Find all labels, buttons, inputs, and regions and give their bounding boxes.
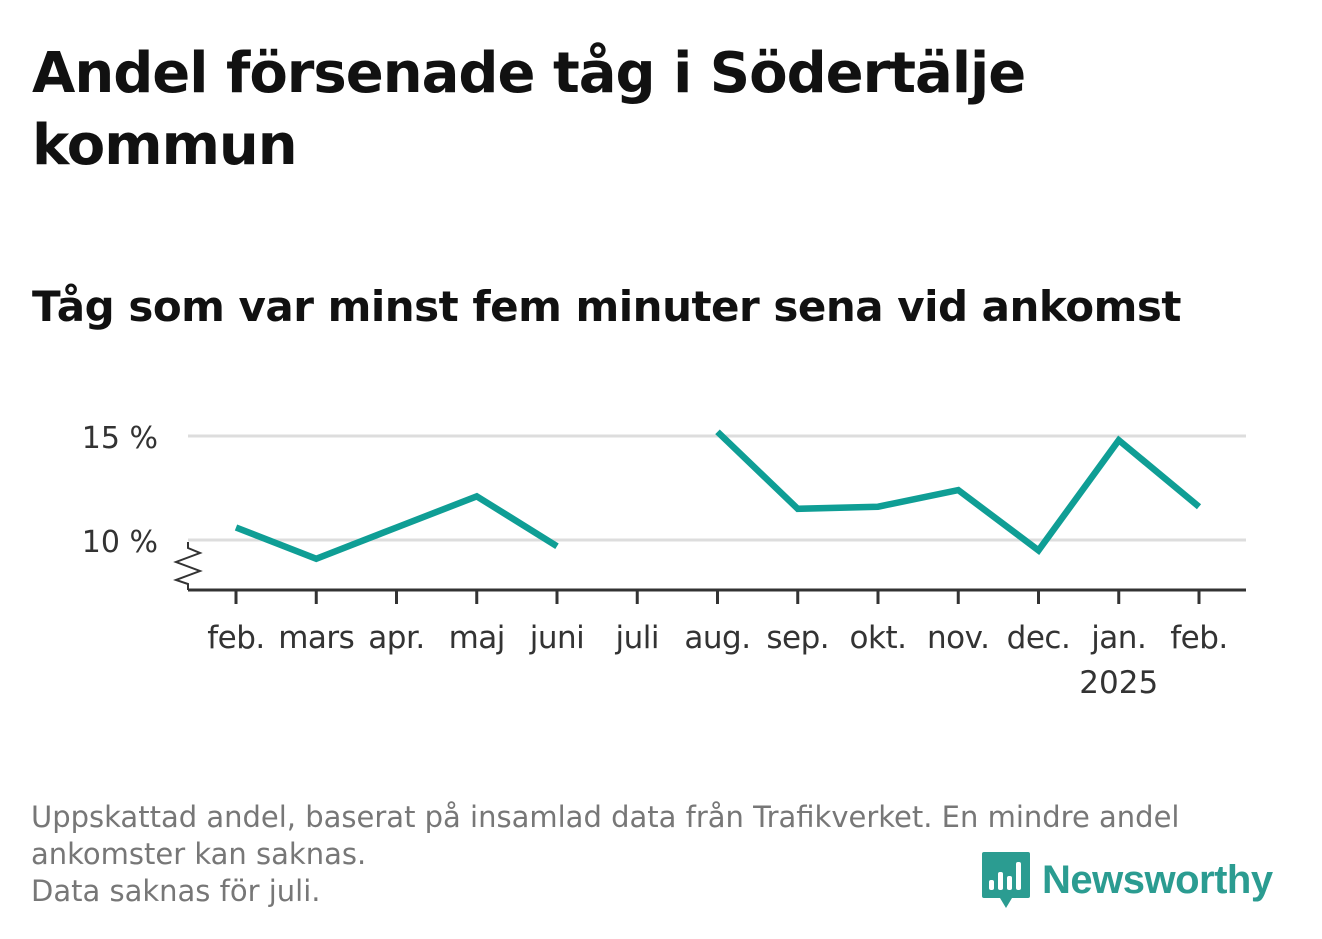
x-tick-label: jan. <box>1090 620 1146 656</box>
x-tick-label: aug. <box>684 620 750 656</box>
footnote: Uppskattad andel, baserat på insamlad da… <box>31 799 1291 910</box>
axis-break-icon <box>173 542 203 590</box>
y-tick-label: 15 % <box>82 421 158 456</box>
x-tick-label: feb. <box>1170 620 1228 656</box>
x-tick-label: okt. <box>850 620 907 656</box>
x-tick-label: mars <box>278 620 354 656</box>
series-line <box>715 429 1202 555</box>
y-tick-label: 10 % <box>82 525 158 560</box>
x-tick-label: feb. <box>207 620 265 656</box>
x-tick-label: dec. <box>1007 620 1071 656</box>
x-tick-label: apr. <box>368 620 424 656</box>
brand-name: Newsworthy <box>1042 857 1273 902</box>
x-tick-label: juni <box>529 620 585 656</box>
footnote-line-3: Data saknas för juli. <box>31 874 321 908</box>
chart-subtitle: Tåg som var minst fem minuter sena vid a… <box>32 282 1181 331</box>
x-tick-label: nov. <box>927 620 989 656</box>
footnote-line-1: Uppskattad andel, baserat på insamlad da… <box>31 800 1180 834</box>
x-tick-label: sep. <box>766 620 829 656</box>
bar-chart-speech-bubble-icon <box>982 852 1030 908</box>
x-tick-label: maj <box>449 620 505 656</box>
series-line <box>234 492 559 563</box>
chart-title: Andel försenade tåg i Södertälje kommun <box>32 41 1026 178</box>
brand-logo: Newsworthy <box>980 850 1273 910</box>
footnote-line-2: ankomster kan saknas. <box>31 837 367 871</box>
x-tick-label: juli <box>615 620 660 656</box>
x-year-label: 2025 <box>1079 665 1158 701</box>
